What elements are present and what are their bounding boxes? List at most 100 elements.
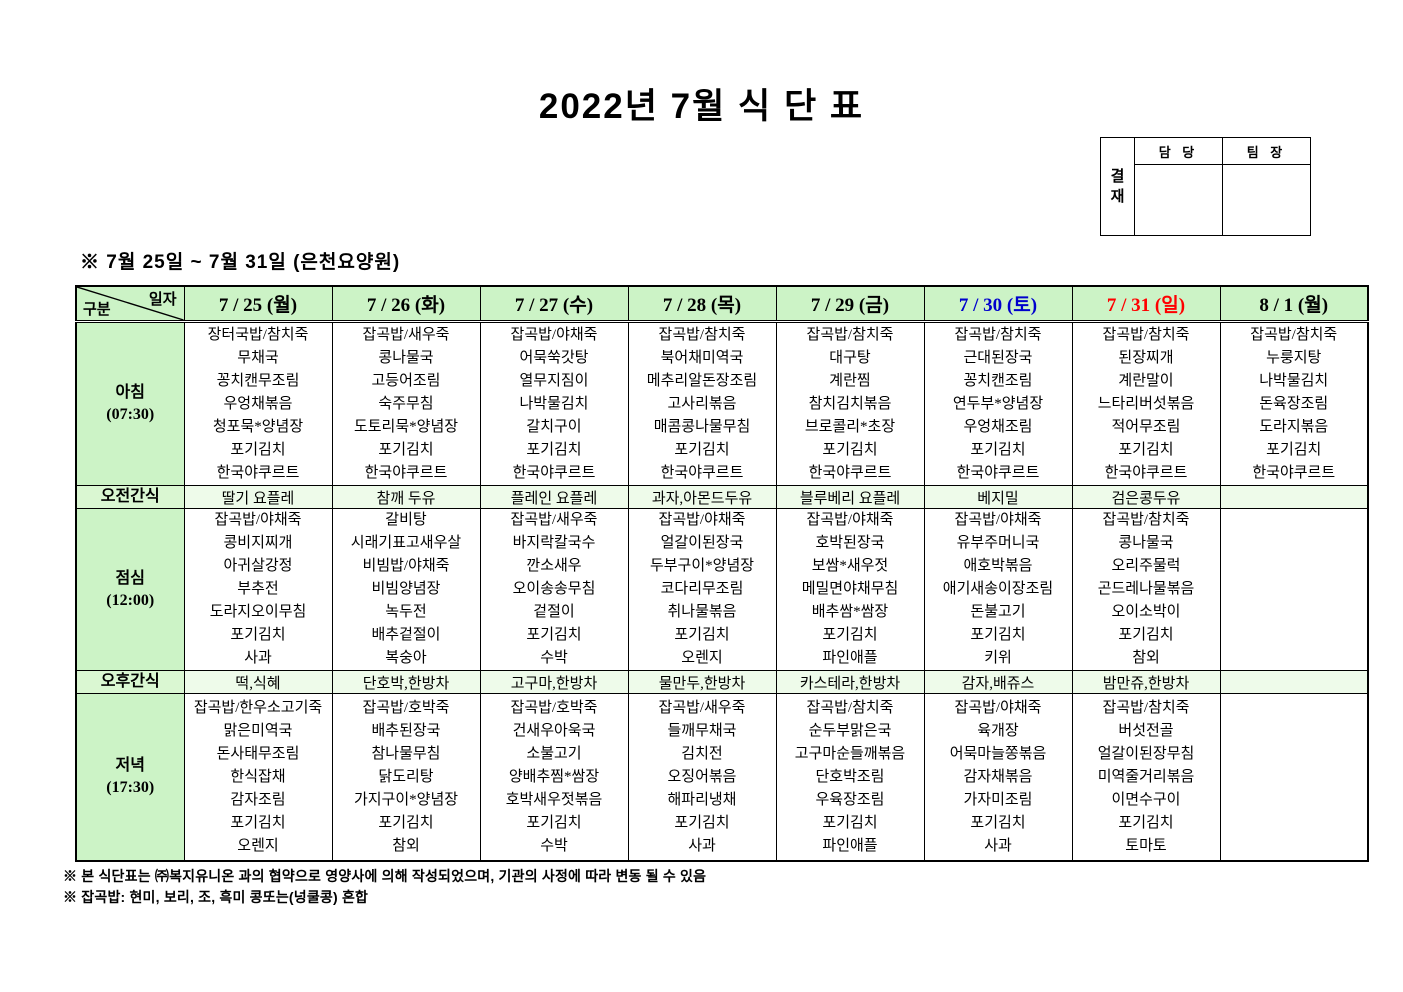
am-snack-cell-3: 과자,아몬드두유	[627, 485, 777, 509]
menu-item: 잡곡밥/야채죽	[658, 512, 746, 528]
menu-item: 사과	[688, 837, 716, 854]
menu-item: 복숭아	[385, 650, 427, 666]
date-header-2: 7 / 27 (수)	[479, 285, 629, 323]
menu-item: 깐소새우	[526, 558, 582, 574]
menu-item: 잡곡밥/참치죽	[1250, 326, 1338, 343]
menu-item: 브로콜리*초장	[804, 418, 896, 435]
menu-item: 수박	[540, 837, 568, 854]
menu-item: 잡곡밥/참치죽	[1102, 699, 1190, 716]
menu-item: 포기김치	[970, 814, 1026, 831]
approval-signature-cell	[1222, 164, 1311, 236]
menu-item: 오렌지	[237, 837, 279, 854]
menu-item: 한식잡채	[230, 768, 286, 785]
am-snack-cell-6: 검은콩두유	[1071, 485, 1221, 509]
row-breakfast: 아침 (07:30) 장터국밥/참치죽 무채국 꽁치캔무조림 우엉채볶음 청포묵*양념장 포기…	[75, 321, 1369, 486]
menu-item: 잡곡밥/한우소고기죽	[193, 699, 323, 716]
menu-item: 포기김치	[1118, 441, 1174, 458]
row-dinner: 저녁 (17:30) 잡곡밥/한우소고기죽 맑은미역국 돈사태무조림 한식잡채 감자조림 포기…	[75, 693, 1369, 862]
lunch-cell-6: 잡곡밥/참치죽 콩나물국 오리주물럭 곤드레나물볶음 오이소박이 포기김치 참외	[1071, 508, 1221, 671]
menu-item: 포기김치	[230, 627, 286, 643]
menu-item: 감자채볶음	[963, 768, 1033, 785]
breakfast-cell-0: 장터국밥/참치죽 무채국 꽁치캔무조림 우엉채볶음 청포묵*양념장 포기김치 한국야쿠르트	[183, 321, 333, 486]
menu-item: 닭도리탕	[378, 768, 434, 785]
menu-item: 포기김치	[230, 814, 286, 831]
menu-item: 나박물김치	[519, 395, 589, 412]
menu-item: 잡곡밥/야채죽	[510, 326, 598, 343]
menu-item: 두부구이*양념장	[649, 558, 755, 574]
menu-item: 한국야쿠르트	[512, 464, 596, 481]
menu-item: 잡곡밥/야채죽	[806, 512, 894, 528]
menu-item: 갈비탕	[385, 512, 427, 528]
menu-item: 메추리알돈장조림	[646, 372, 758, 389]
approval-signature-cell	[1134, 164, 1223, 236]
am-snack-cell-5: 베지밀	[923, 485, 1073, 509]
menu-item: 잡곡밥/참치죽	[658, 326, 746, 343]
menu-item: 돈육장조림	[1259, 395, 1329, 412]
breakfast-cell-7: 잡곡밥/참치죽 누룽지탕 나박물김치 돈육장조림 도라지볶음 포기김치 한국야쿠르트	[1219, 321, 1369, 486]
pm-snack-cell-3: 물만두,한방차	[627, 670, 777, 694]
pm-snack-cell-0: 떡,식혜	[183, 670, 333, 694]
breakfast-cell-5: 잡곡밥/참치죽 근대된장국 꽁치캔조림 연두부*양념장 우엉채조림 포기김치 한국야쿠르트	[923, 321, 1073, 486]
menu-item: 잡곡밥/참치죽	[806, 326, 894, 343]
date-header-4: 7 / 29 (금)	[775, 285, 925, 323]
menu-item: 파인애플	[822, 650, 878, 666]
menu-item: 우육장조림	[815, 791, 885, 808]
menu-item: 잡곡밥/참치죽	[954, 326, 1042, 343]
dinner-cell-3: 잡곡밥/새우죽 들깨무채국 김치전 오징어볶음 해파리냉채 포기김치 사과	[627, 693, 777, 862]
menu-item: 맑은미역국	[223, 722, 293, 739]
footnote-line: ※ 잡곡밥: 현미, 보리, 조, 흑미 콩또는(넝쿨콩) 혼합	[63, 889, 369, 905]
menu-item: 고등어조림	[371, 372, 441, 389]
corner-label-category: 구분	[83, 302, 111, 318]
menu-item: 한국야쿠르트	[1104, 464, 1188, 481]
menu-item: 무채국	[237, 349, 279, 366]
menu-item: 포기김치	[1118, 814, 1174, 831]
menu-item: 버섯전골	[1118, 722, 1174, 739]
menu-item: 계란찜	[829, 372, 871, 389]
footnote-line: ※ 본 식단표는 ㈜복지유니온 과의 협약으로 영양사에 의해 작성되었으며, …	[63, 868, 707, 884]
row-am-snack: 오전간식 딸기 요플레 참깨 두유 플레인 요플레 과자,아몬드두유 블루베리 요플레 베지…	[75, 485, 1369, 509]
pm-snack-cell-4: 카스테라,한방차	[775, 670, 925, 694]
lunch-cell-1: 갈비탕 시래기표고새우살 비빔밥/야채죽 비빔양념장 녹두전 배추겉절이 복숭아	[331, 508, 481, 671]
menu-item: 포기김치	[674, 441, 730, 458]
menu-item: 잡곡밥/새우죽	[362, 326, 450, 343]
am-snack-cell-4: 블루베리 요플레	[775, 485, 925, 509]
menu-item: 호박새우젓볶음	[505, 791, 603, 808]
menu-item: 토마토	[1125, 837, 1167, 854]
pm-snack-cell-1: 단호박,한방차	[331, 670, 481, 694]
menu-item: 잡곡밥/야채죽	[954, 699, 1042, 716]
pm-snack-cell-6: 밤만쥬,한방차	[1071, 670, 1221, 694]
menu-item: 된장찌개	[1118, 349, 1174, 366]
dinner-cell-5: 잡곡밥/야채죽 육개장 어묵마늘쫑볶음 감자채볶음 가자미조림 포기김치 사과	[923, 693, 1073, 862]
row-label-am-snack: 오전간식	[75, 485, 185, 509]
menu-item: 북어채미역국	[660, 349, 744, 366]
menu-item: 돈불고기	[970, 604, 1026, 620]
menu-item: 대구탕	[829, 349, 871, 366]
menu-item: 고사리볶음	[667, 395, 737, 412]
menu-item: 오이소박이	[1111, 604, 1181, 620]
menu-item: 사과	[984, 837, 1012, 854]
menu-item: 잡곡밥/참치죽	[806, 699, 894, 716]
menu-item: 오이송송무침	[512, 581, 596, 597]
menu-item: 비빔양념장	[371, 581, 441, 597]
menu-item: 아귀살강정	[223, 558, 293, 574]
menu-item: 녹두전	[385, 604, 427, 620]
dinner-cell-0: 잡곡밥/한우소고기죽 맑은미역국 돈사태무조림 한식잡채 감자조림 포기김치 오렌지	[183, 693, 333, 862]
date-header-6: 7 / 31 (일)	[1071, 285, 1221, 323]
dinner-cell-7	[1219, 693, 1369, 862]
date-range-subtitle: ※ 7월 25일 ~ 7월 31일 (은천요양원)	[80, 252, 401, 273]
menu-item: 포기김치	[822, 627, 878, 643]
menu-item: 참나물무침	[371, 745, 441, 762]
menu-item: 키위	[984, 650, 1012, 666]
row-label-breakfast: 아침 (07:30)	[75, 321, 185, 486]
menu-item: 한국야쿠르트	[660, 464, 744, 481]
menu-item: 잡곡밥/야채죽	[214, 512, 302, 528]
menu-item: 누룽지탕	[1266, 349, 1322, 366]
menu-item: 비빔밥/야채죽	[362, 558, 450, 574]
menu-item: 계란말이	[1118, 372, 1174, 389]
menu-item: 근대된장국	[963, 349, 1033, 366]
menu-item: 잡곡밥/참치죽	[1102, 512, 1190, 528]
date-header-1: 7 / 26 (화)	[331, 285, 481, 323]
date-header-3: 7 / 28 (목)	[627, 285, 777, 323]
menu-item: 김치전	[681, 745, 723, 762]
